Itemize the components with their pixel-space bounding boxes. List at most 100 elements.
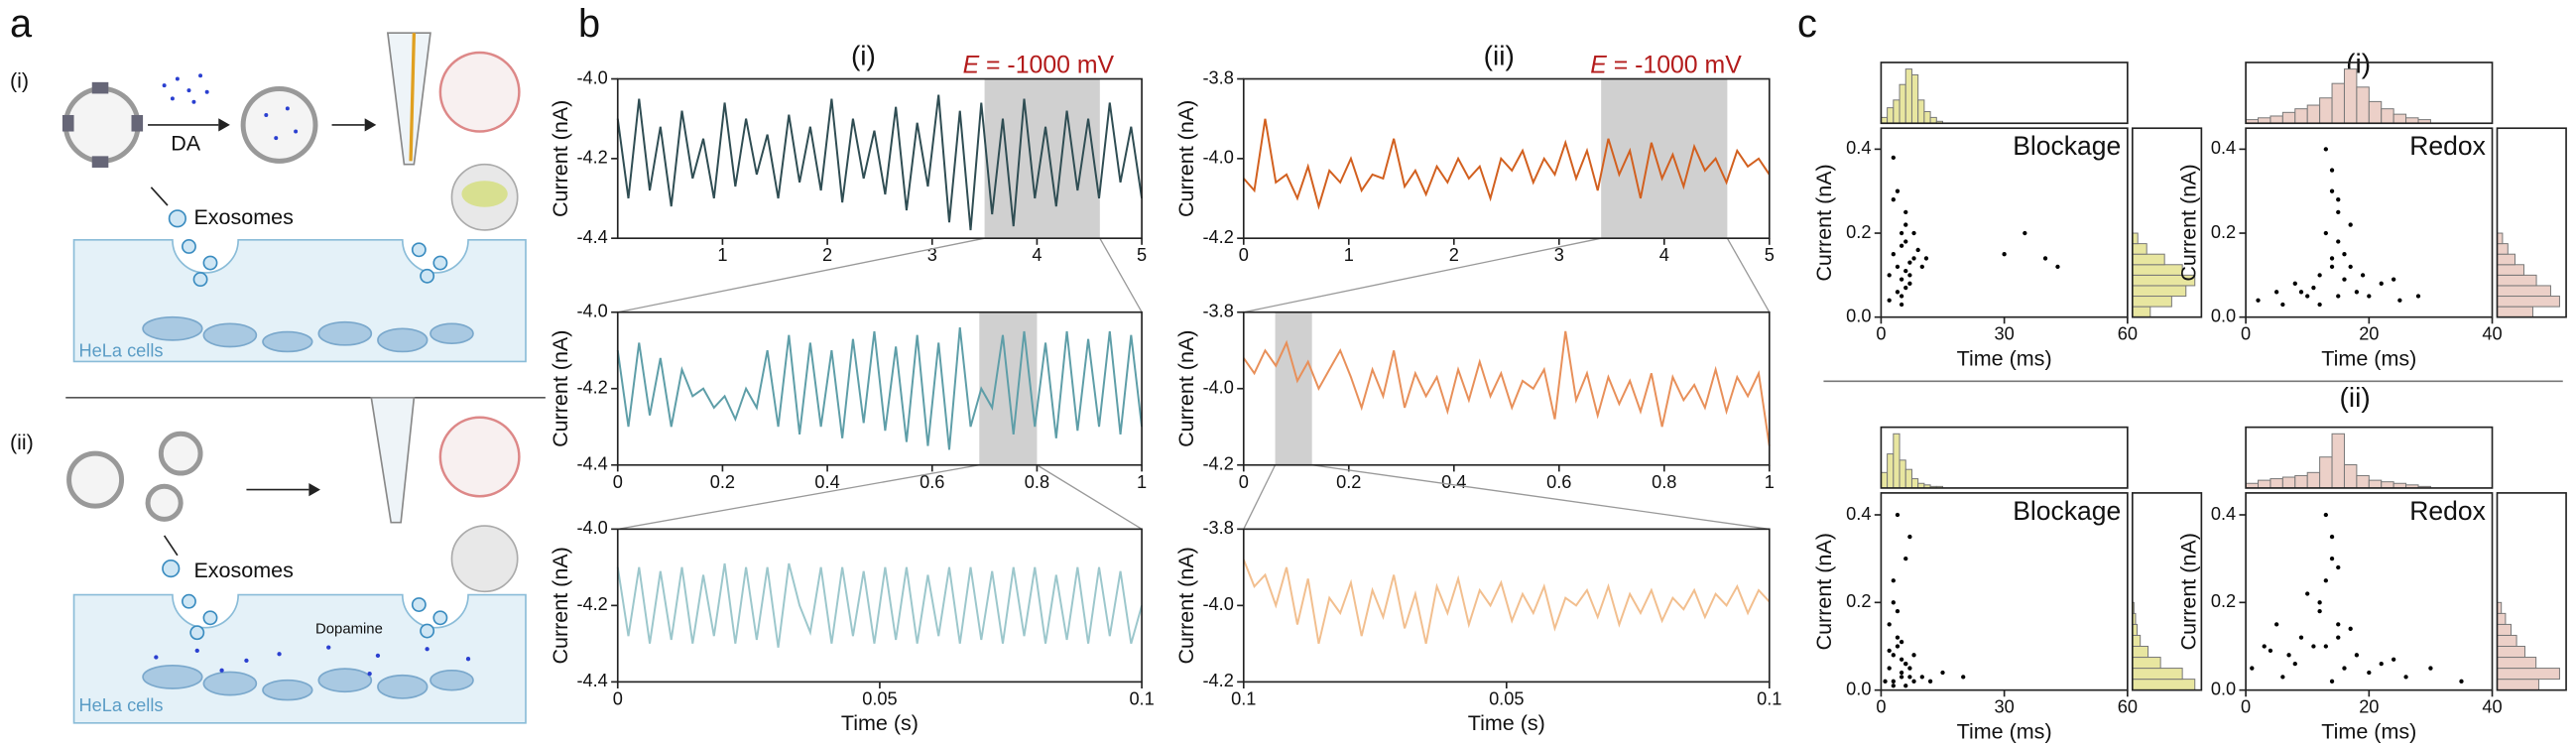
hist-bar (2132, 285, 2187, 298)
point (2403, 675, 2408, 680)
hist-bar (2356, 474, 2370, 489)
hist-frame (2131, 492, 2203, 691)
hist-bar (1910, 478, 1919, 489)
point (2280, 302, 2285, 308)
hist-bar (1887, 107, 1895, 124)
hist-bar (2132, 296, 2172, 308)
label: Exosomes (193, 559, 293, 582)
y-tick-label: 0.0 (1846, 679, 1871, 698)
point (1899, 639, 1904, 645)
x-tick-label: 1 (1344, 245, 1354, 265)
point (2367, 670, 2372, 676)
point (2268, 648, 2273, 654)
zoom-region (984, 78, 1100, 239)
point (2292, 662, 2297, 667)
hist-bar (2497, 264, 2524, 276)
point (1907, 260, 1912, 265)
point (1899, 243, 1904, 248)
hist-bar (2497, 253, 2515, 266)
hist-frame (2245, 62, 2494, 125)
hist-bar (2497, 612, 2507, 625)
point (1895, 264, 1901, 270)
x-tick-label: 0.4 (1441, 472, 1466, 492)
point (2336, 209, 2341, 215)
panel-label: a (10, 2, 33, 46)
x-tick-label: 40 (2482, 324, 2502, 344)
point (1907, 666, 1912, 671)
value: = -1000 mV (1614, 52, 1742, 78)
point (2342, 277, 2347, 282)
point (2317, 302, 2322, 308)
point (2055, 264, 2060, 270)
point (2292, 281, 2297, 286)
symbol: E (963, 52, 980, 78)
x-tick-label: 30 (1995, 697, 2015, 717)
plot-frame (2245, 127, 2494, 318)
hist-bar (2368, 479, 2383, 489)
trace (616, 562, 1144, 648)
symbol: E (1590, 52, 1607, 78)
hist-bar (2132, 668, 2183, 681)
point (2336, 197, 2341, 202)
x-tick-label: 4 (1032, 245, 1042, 265)
hist-bar (2356, 86, 2370, 124)
point (2256, 298, 2261, 303)
y-tick-label: 0.2 (2211, 222, 2236, 242)
point (2298, 290, 2304, 295)
point (1891, 653, 1896, 658)
point (2323, 512, 2328, 518)
zoom-connector (1311, 464, 1770, 530)
hist-bar (2497, 306, 2533, 318)
label: DA (171, 131, 201, 155)
point (2273, 290, 2279, 295)
point (1961, 675, 1966, 680)
y-tick-label: 0.0 (2211, 307, 2236, 326)
point (2273, 622, 2279, 627)
point (1903, 222, 1908, 227)
point (2379, 662, 2384, 667)
y-tick-label: -3.8 (1202, 302, 1233, 321)
y-tick-label: 0.0 (1846, 307, 1871, 326)
point (1911, 256, 1916, 261)
x-tick-label: 0.1 (1129, 688, 1154, 708)
y-axis-label: Current (nA) (549, 547, 572, 664)
x-axis-label: Time (s) (841, 711, 919, 735)
point (2354, 653, 2360, 658)
hist-frame (1880, 426, 2129, 489)
plot-frame (616, 528, 1143, 684)
hist-bar (2269, 115, 2283, 124)
x-tick-label: 5 (1137, 245, 1147, 265)
hist-bar (1893, 433, 1901, 489)
point (1895, 635, 1901, 640)
hist-bar (2331, 82, 2345, 124)
y-tick-label: -4.2 (1202, 454, 1233, 474)
hist-frame (2496, 492, 2567, 691)
hist-bar (1904, 68, 1912, 124)
x-tick-label: 20 (2359, 324, 2379, 344)
y-tick-label: 0.2 (1846, 591, 1871, 611)
point (1883, 679, 1888, 684)
hist-frame (2245, 426, 2494, 489)
point (1911, 230, 1916, 236)
point (2336, 564, 2341, 570)
point (2459, 679, 2464, 684)
y-tick-label: 0.0 (2211, 679, 2236, 698)
y-axis-label: Current (nA) (1812, 164, 1836, 281)
x-tick-label: 0 (1876, 324, 1886, 344)
point (2250, 666, 2255, 671)
column-header: (ii) (2340, 382, 2371, 413)
point (2367, 294, 2372, 299)
hist-bar (2294, 474, 2308, 489)
point (1895, 290, 1901, 295)
hist-frame (2496, 127, 2567, 318)
column-header: (i) (851, 40, 876, 70)
hist-bar (2497, 285, 2551, 298)
hist-bar (1899, 83, 1906, 124)
y-tick-label: -4.0 (576, 67, 607, 87)
y-tick-label: -4.2 (576, 594, 607, 614)
point (1899, 302, 1904, 308)
zoom-region (1275, 311, 1312, 465)
point (2348, 626, 2353, 631)
hist-bar (2331, 433, 2345, 489)
hist-bar (2497, 657, 2537, 670)
